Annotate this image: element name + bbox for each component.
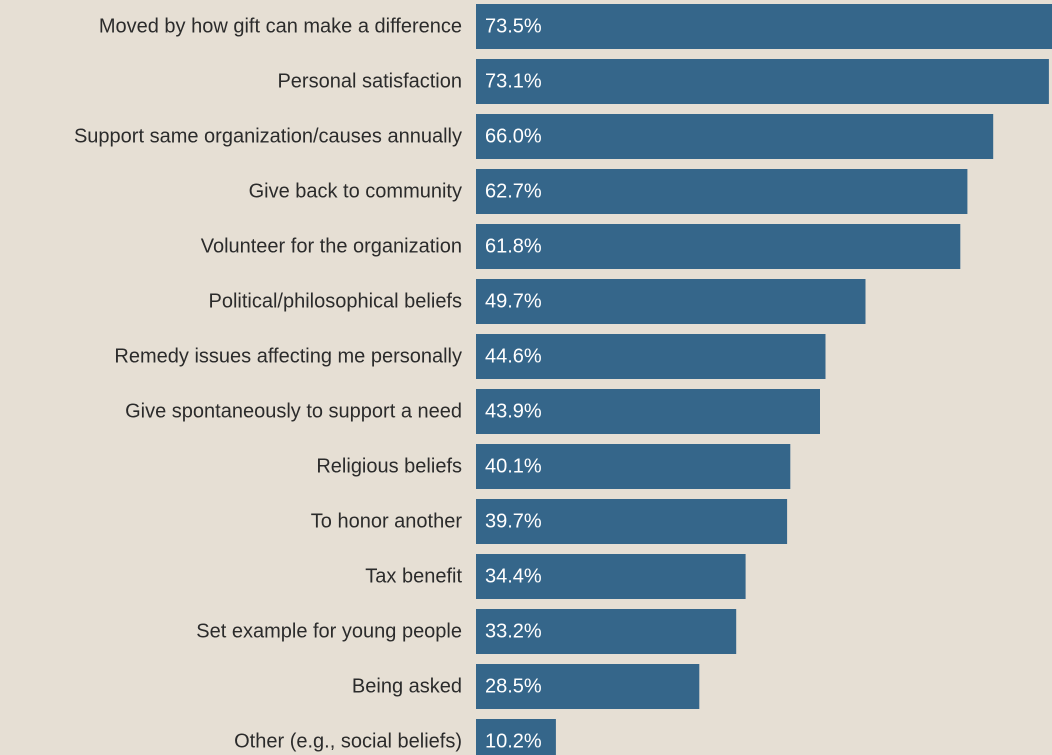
- value-label: 28.5%: [485, 676, 542, 698]
- value-label: 43.9%: [485, 401, 542, 423]
- category-label: Personal satisfaction: [277, 71, 462, 93]
- bar: [476, 609, 737, 654]
- category-label: To honor another: [311, 511, 463, 533]
- value-label: 66.0%: [485, 126, 542, 148]
- category-label: Religious beliefs: [316, 456, 462, 478]
- bar: [476, 279, 866, 324]
- value-label: 33.2%: [485, 621, 542, 643]
- category-label: Political/philosophical beliefs: [209, 291, 462, 313]
- bar: [476, 224, 961, 269]
- bars-group: [476, 4, 1052, 755]
- value-label: 73.5%: [485, 16, 542, 38]
- category-label: Remedy issues affecting me personally: [114, 346, 462, 368]
- category-label: Other (e.g., social beliefs): [234, 731, 462, 753]
- value-label: 61.8%: [485, 236, 542, 258]
- category-labels-group: Moved by how gift can make a difference P…: [74, 16, 462, 753]
- category-label: Support same organization/causes annuall…: [74, 126, 462, 148]
- bar: [476, 4, 1052, 49]
- value-label: 44.6%: [485, 346, 542, 368]
- value-label: 39.7%: [485, 511, 542, 533]
- bar: [476, 334, 826, 379]
- bar: [476, 114, 994, 159]
- category-label: Tax benefit: [365, 566, 462, 588]
- value-label: 40.1%: [485, 456, 542, 478]
- category-label: Moved by how gift can make a difference: [99, 16, 462, 38]
- value-label: 10.2%: [485, 731, 542, 753]
- category-label: Give back to community: [249, 181, 462, 203]
- category-label: Set example for young people: [196, 621, 462, 643]
- bar: [476, 169, 968, 214]
- category-label: Volunteer for the organization: [201, 236, 462, 258]
- bar: [476, 59, 1049, 104]
- bar: [476, 554, 746, 599]
- value-labels-group: 73.5% 73.1% 66.0% 62.7% 61.8% 49.7% 44.6% 43.9%…: [485, 16, 542, 753]
- bar: [476, 664, 700, 709]
- bar: [476, 719, 556, 755]
- bar: [476, 499, 788, 544]
- value-label: 49.7%: [485, 291, 542, 313]
- category-label: Being asked: [352, 676, 462, 698]
- value-label: 34.4%: [485, 566, 542, 588]
- bar: [476, 389, 820, 434]
- bar: [476, 444, 791, 489]
- category-label: Give spontaneously to support a need: [125, 401, 462, 423]
- value-label: 73.1%: [485, 71, 542, 93]
- value-label: 62.7%: [485, 181, 542, 203]
